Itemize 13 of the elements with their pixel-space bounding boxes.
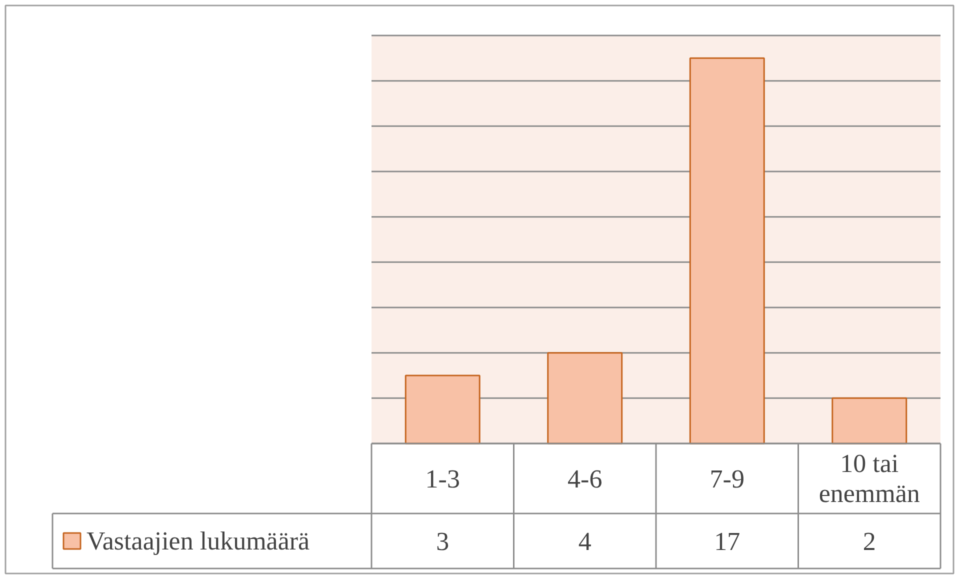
data-label: 4 [578, 527, 592, 556]
data-label: 17 [714, 527, 740, 556]
bar [404, 374, 480, 444]
data-label: 3 [436, 527, 450, 556]
x-tick-label: 1-3 [425, 464, 460, 494]
bar [832, 397, 908, 444]
x-tick-label: 10 tai enemmän [818, 448, 920, 508]
x-tick-label: 7-9 [710, 464, 744, 494]
bar [547, 352, 623, 444]
legend-label: Vastaajien lukumäärä [86, 526, 310, 556]
bar [689, 57, 765, 444]
data-label: 2 [862, 527, 876, 556]
x-tick-label: 4-6 [568, 464, 602, 494]
